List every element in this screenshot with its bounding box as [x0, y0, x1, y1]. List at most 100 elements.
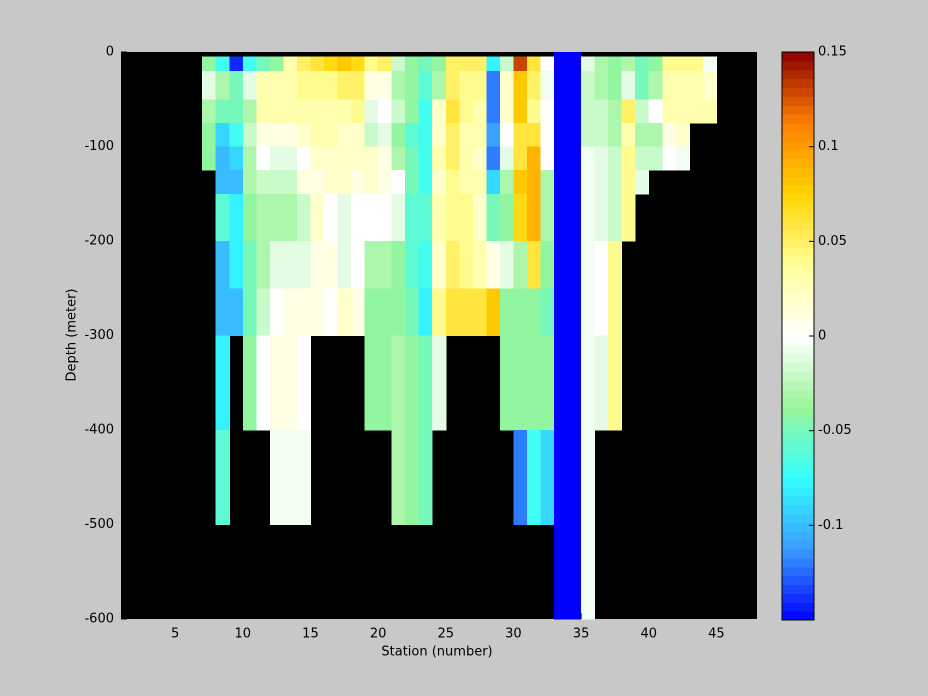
colorbar-swatch [782, 522, 814, 532]
heat-cell [472, 193, 487, 242]
heat-cell [621, 99, 636, 124]
heat-cell [283, 56, 298, 72]
colorbar-swatch [782, 247, 814, 257]
heat-cell [526, 122, 541, 147]
heat-cell [351, 99, 366, 124]
heat-cell [486, 170, 501, 195]
x-tick-label: 10 [235, 627, 252, 642]
x-tick-label: 20 [370, 627, 387, 642]
heat-cell [269, 430, 284, 525]
heat-cell [283, 430, 298, 525]
heat-cell [229, 241, 244, 289]
heat-cell [296, 241, 311, 289]
heat-cell [323, 241, 339, 289]
colorbar-tick-label: 0.15 [818, 45, 847, 60]
colorbar-swatch [782, 167, 814, 177]
heat-cell [378, 170, 393, 195]
heat-cell [635, 170, 650, 195]
heat-cell [581, 430, 596, 525]
heat-cell [418, 146, 433, 171]
heat-cell [215, 335, 230, 431]
heat-cell [405, 335, 420, 431]
heat-cell [378, 56, 393, 72]
heat-cell [635, 56, 650, 72]
heat-cell [229, 146, 244, 171]
heat-cell [526, 56, 541, 72]
heat-cell [526, 70, 541, 100]
x-axis-label: Station (number) [381, 645, 492, 660]
colorbar-swatch [782, 96, 814, 106]
colorbar-swatch [782, 291, 814, 301]
heat-cell [283, 70, 298, 100]
heat-cell [405, 99, 420, 124]
heat-cell [635, 146, 650, 171]
colorbar-swatch [782, 202, 814, 213]
heat-cell [486, 146, 501, 171]
heat-cell [581, 99, 596, 124]
heat-cell [581, 122, 596, 147]
heat-cell [459, 122, 474, 147]
heat-cell [662, 146, 677, 171]
heat-cell [581, 170, 596, 195]
y-tick-label: 0 [106, 45, 114, 60]
heat-cell [445, 56, 460, 72]
heat-cell [567, 335, 582, 431]
heat-cell [648, 70, 663, 100]
heat-cell [472, 170, 487, 195]
heat-cell [513, 335, 528, 431]
heat-cell [432, 99, 447, 124]
heat-cell [499, 122, 514, 147]
heat-cell [256, 99, 271, 124]
heat-cell [662, 122, 677, 147]
heat-cell [391, 430, 406, 525]
colorbar-swatch [782, 460, 814, 470]
heat-cell [296, 170, 311, 195]
heat-cell [635, 70, 650, 100]
heat-cell [364, 99, 379, 124]
heat-cell [581, 241, 596, 289]
heat-cell [405, 241, 420, 289]
colorbar-swatch [782, 424, 814, 435]
heat-cell [432, 146, 447, 171]
heat-cell [526, 241, 541, 289]
colorbar-swatch [782, 123, 814, 133]
heat-cell [499, 288, 514, 336]
heat-cell [323, 288, 339, 336]
heat-cell [296, 146, 311, 171]
heat-cell [242, 99, 257, 124]
heat-cell [391, 335, 406, 431]
heat-cell [594, 99, 609, 124]
heat-cell [526, 170, 541, 195]
heat-cell [351, 193, 366, 242]
colorbar-swatch [782, 300, 814, 310]
heat-cell [499, 70, 514, 100]
heat-cell [621, 70, 636, 100]
heat-cell [405, 430, 420, 525]
heat-cell [581, 146, 596, 171]
heat-cell [594, 146, 609, 171]
heat-cell [256, 241, 271, 289]
heat-cell [675, 56, 690, 72]
heat-cell [526, 193, 541, 242]
heat-cell [594, 70, 609, 100]
heat-cell [486, 241, 501, 289]
heat-cell [554, 193, 569, 242]
heat-cell [540, 70, 555, 100]
heat-cell [242, 335, 257, 431]
heat-cell [432, 335, 447, 431]
heat-cell [567, 52, 582, 58]
heat-cell [283, 146, 298, 171]
heat-cell [242, 241, 257, 289]
heat-cell [513, 56, 528, 72]
heat-cell [256, 146, 271, 171]
heat-cell [513, 70, 528, 100]
heat-cell [581, 524, 596, 620]
heat-cell [418, 335, 433, 431]
heat-cell [296, 430, 311, 525]
heat-cell [229, 193, 244, 242]
heat-cell [459, 288, 474, 336]
heat-cell [554, 70, 569, 100]
heat-cell [269, 146, 284, 171]
heat-cell [499, 241, 514, 289]
heat-cell [675, 70, 690, 100]
